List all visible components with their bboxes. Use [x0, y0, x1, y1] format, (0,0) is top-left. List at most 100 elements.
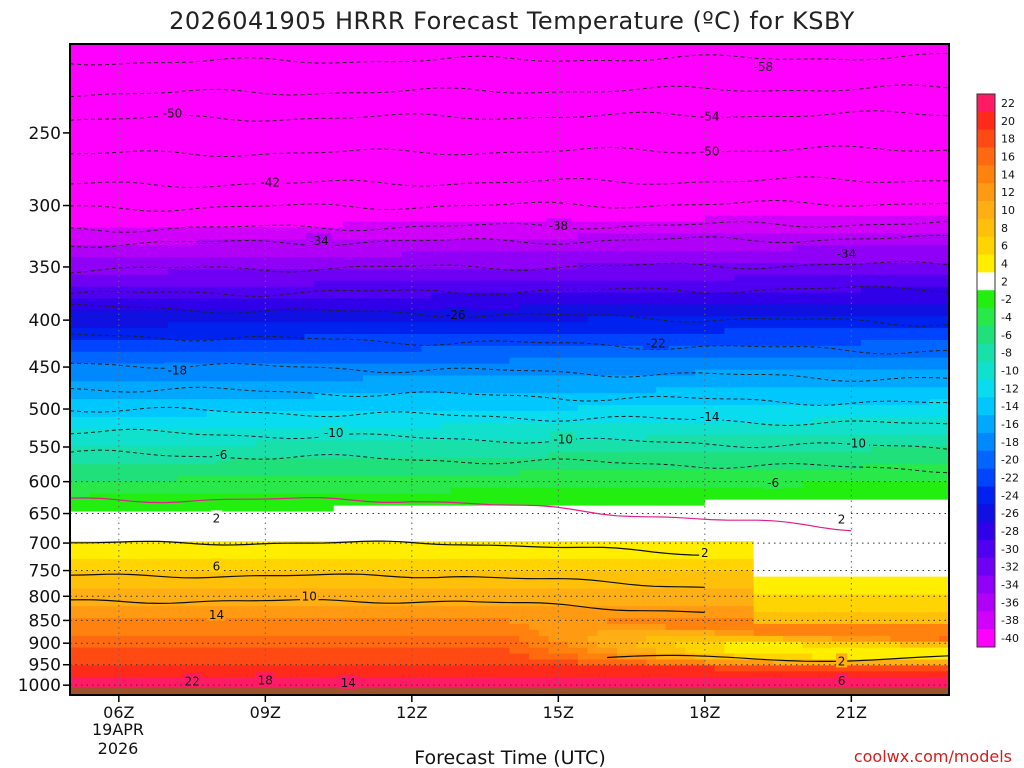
heatmap-cell — [196, 410, 208, 418]
heatmap-cell — [79, 600, 91, 607]
heatmap-cell — [245, 517, 257, 524]
heatmap-cell — [157, 446, 169, 453]
heatmap-cell — [177, 61, 188, 69]
heatmap-cell — [343, 629, 354, 637]
heatmap-cell — [441, 517, 452, 524]
heatmap-cell — [353, 233, 364, 240]
heatmap-cell — [236, 257, 247, 264]
heatmap-cell — [265, 564, 276, 572]
heatmap-cell — [294, 369, 305, 377]
heatmap-cell — [421, 310, 432, 317]
heatmap-cell — [79, 470, 91, 477]
heatmap-cell — [343, 333, 354, 341]
heatmap-cell — [128, 381, 139, 388]
heatmap-cell — [109, 481, 120, 489]
heatmap-cell — [392, 511, 403, 519]
heatmap-cell — [89, 262, 100, 270]
heatmap-cell — [460, 150, 472, 158]
heatmap-cell — [245, 612, 257, 619]
heatmap-cell — [148, 369, 159, 377]
heatmap-cell — [460, 186, 472, 193]
heatmap-cell — [421, 227, 432, 234]
heatmap-cell — [363, 464, 374, 471]
heatmap-cell — [499, 363, 511, 371]
heatmap-cell — [294, 61, 305, 69]
heatmap-cell — [323, 410, 335, 418]
heatmap-cell — [509, 292, 520, 300]
heatmap-cell — [402, 310, 413, 317]
heatmap-cell — [314, 144, 325, 152]
heatmap-cell — [79, 328, 91, 335]
heatmap-cell — [304, 150, 315, 158]
heatmap-cell — [392, 209, 403, 217]
heatmap-cell — [333, 44, 345, 51]
heatmap-cell — [509, 233, 520, 240]
heatmap-cell — [70, 292, 81, 300]
heatmap-cell — [470, 422, 481, 430]
heatmap-cell — [245, 304, 257, 311]
heatmap-cell — [441, 582, 452, 590]
heatmap-cell — [314, 635, 325, 643]
heatmap-cell — [294, 221, 305, 229]
heatmap-cell — [148, 606, 159, 613]
heatmap-cell — [353, 422, 364, 430]
heatmap-cell — [206, 339, 218, 347]
heatmap-cell — [236, 410, 247, 418]
heatmap-cell — [196, 588, 208, 595]
heatmap-cell — [304, 582, 315, 590]
heatmap-cell — [148, 138, 159, 146]
heatmap-cell — [470, 298, 481, 305]
heatmap-cell — [157, 458, 169, 465]
heatmap-cell — [363, 558, 374, 566]
heatmap-cell — [79, 138, 91, 146]
heatmap-cell — [460, 49, 472, 57]
heatmap-cell — [489, 97, 501, 104]
heatmap-cell — [323, 174, 335, 181]
heatmap-cell — [402, 339, 413, 347]
heatmap-cell — [470, 209, 481, 217]
heatmap-cell — [489, 387, 501, 394]
heatmap-cell — [489, 144, 501, 152]
heatmap-cell — [109, 535, 120, 542]
heatmap-cell — [265, 328, 276, 335]
heatmap-cell — [509, 215, 520, 223]
heatmap-cell — [392, 481, 403, 489]
heatmap-cell — [450, 493, 462, 501]
heatmap-cell — [148, 387, 159, 394]
heatmap-cell — [353, 464, 364, 471]
heatmap-cell — [489, 227, 501, 234]
heatmap-cell — [99, 333, 110, 341]
heatmap-cell — [480, 446, 491, 453]
heatmap-cell — [294, 292, 305, 300]
heatmap-cell — [118, 97, 130, 104]
heatmap-cell — [441, 180, 452, 187]
heatmap-cell — [402, 174, 413, 181]
heatmap-cell — [138, 197, 149, 205]
heatmap-cell — [196, 618, 208, 625]
heatmap-cell — [333, 470, 345, 477]
heatmap-cell — [255, 97, 266, 104]
heatmap-cell — [70, 150, 81, 158]
heatmap-cell — [148, 286, 159, 294]
heatmap-cell — [99, 109, 110, 116]
heatmap-cell — [421, 677, 432, 684]
heatmap-cell — [187, 345, 198, 353]
heatmap-cell — [196, 570, 208, 578]
heatmap-cell — [70, 570, 81, 578]
heatmap-cell — [236, 363, 247, 371]
heatmap-cell — [128, 274, 139, 282]
heatmap-cell — [441, 197, 452, 205]
heatmap-cell — [499, 73, 511, 81]
heatmap-cell — [294, 552, 305, 560]
heatmap-cell — [70, 286, 81, 294]
heatmap-cell — [157, 387, 169, 394]
heatmap-cell — [128, 316, 139, 323]
heatmap-cell — [343, 180, 354, 187]
heatmap-cell — [480, 440, 491, 448]
heatmap-cell — [470, 481, 481, 489]
heatmap-cell — [89, 452, 100, 459]
heatmap-cell — [499, 174, 511, 181]
heatmap-cell — [470, 677, 481, 684]
heatmap-cell — [109, 552, 120, 560]
heatmap-cell — [402, 97, 413, 104]
